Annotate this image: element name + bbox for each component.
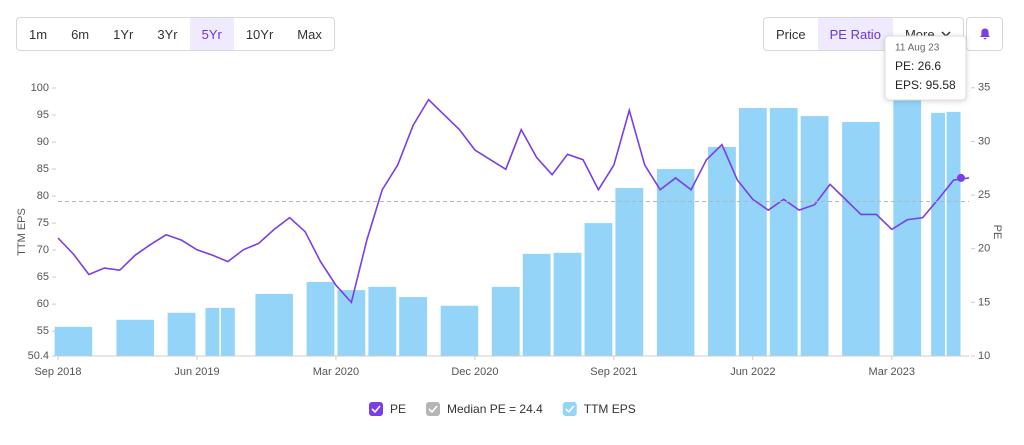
bar <box>220 307 235 356</box>
legend-check <box>565 405 575 414</box>
bar <box>800 116 829 356</box>
y-tick-label: 50.4 <box>28 350 49 362</box>
y-tick-label: 70 <box>37 244 49 256</box>
legend-checkbox <box>369 402 383 416</box>
y-tick-label: 65 <box>37 271 49 283</box>
range-button[interactable]: 1m <box>29 26 48 42</box>
bar <box>116 319 154 356</box>
x-tick-label: Sep 2018 <box>34 366 81 378</box>
bar <box>522 253 551 356</box>
bar <box>368 286 397 356</box>
hover-point <box>957 173 965 182</box>
view-button[interactable]: PE Ratio <box>817 18 893 50</box>
bar <box>399 297 428 356</box>
y-tick-label: 100 <box>31 82 49 94</box>
x-tick-label: Jun 2022 <box>730 366 775 378</box>
y-axis-title: TTM EPS <box>16 208 28 256</box>
tooltip: 11 Aug 23 PE: 26.6 EPS: 95.58 <box>884 35 967 101</box>
y2-tick-label: 10 <box>978 350 990 362</box>
range-button[interactable]: Max <box>297 26 322 42</box>
y-tick-label: 80 <box>37 190 49 202</box>
bar <box>167 312 196 356</box>
y2-tick-label: 20 <box>978 243 990 255</box>
x-tick-label: Mar 2020 <box>313 366 359 378</box>
y-tick-label: 60 <box>37 298 49 310</box>
x-tick-label: Mar 2023 <box>869 366 915 378</box>
legend-item[interactable]: PE <box>369 402 406 416</box>
legend-item[interactable]: Median PE = 24.4 <box>426 402 543 416</box>
bar <box>931 112 946 356</box>
legend-label: TTM EPS <box>584 402 636 416</box>
y-tick-label: 90 <box>37 136 49 148</box>
range-button[interactable]: 10Yr <box>245 26 274 42</box>
range-button[interactable]: 5Yr <box>189 18 234 50</box>
bar <box>769 108 798 356</box>
bar <box>205 307 220 356</box>
legend-checkbox <box>426 402 441 416</box>
view-button[interactable]: Price <box>776 26 806 42</box>
bar <box>615 187 644 356</box>
bar <box>491 286 520 356</box>
y2-axis-title: PE <box>991 225 1003 240</box>
legend-checkbox <box>562 402 577 416</box>
legend-check <box>428 405 438 414</box>
y2-tick-label: 15 <box>978 296 990 308</box>
bar <box>842 122 880 356</box>
bar <box>553 252 582 356</box>
bar <box>54 326 93 356</box>
bar <box>440 305 479 356</box>
y2-tick-label: 30 <box>978 135 990 147</box>
legend-item[interactable]: TTM EPS <box>562 402 636 416</box>
range-button[interactable]: 1Yr <box>113 26 134 42</box>
tooltip-line: PE: 26.6 <box>895 59 941 73</box>
bar <box>255 293 293 356</box>
line <box>57 98 970 305</box>
bar <box>708 146 736 356</box>
range-button[interactable]: 6m <box>71 26 90 42</box>
bar <box>306 281 335 356</box>
alert-button[interactable] <box>966 17 1003 51</box>
y-tick-label: 75 <box>37 217 49 229</box>
x-tick-label: Sep 2021 <box>590 366 637 378</box>
tooltip-line: EPS: 95.58 <box>895 78 956 92</box>
range-selector: 1m 6m 1Yr 3Yr 5Yr 10Yr Max <box>16 17 335 51</box>
legend-check <box>371 405 381 414</box>
bar <box>738 108 767 356</box>
x-tick-label: Jun 2019 <box>174 366 219 378</box>
x-tick-label: Dec 2020 <box>451 366 498 378</box>
bell-icon <box>979 28 990 40</box>
bar <box>946 111 961 357</box>
y2-tick-label: 35 <box>978 82 990 94</box>
tooltip-box <box>884 35 967 101</box>
y-tick-label: 95 <box>37 109 49 121</box>
legend-label: Median PE = 24.4 <box>447 402 543 416</box>
range-button[interactable]: 3Yr <box>157 26 178 42</box>
bar <box>656 169 695 356</box>
legend-label: PE <box>390 402 406 416</box>
bar <box>584 223 613 356</box>
y-tick-label: 55 <box>37 325 49 337</box>
y-tick-label: 85 <box>37 163 49 175</box>
tooltip-date: 11 Aug 23 <box>895 43 940 54</box>
y2-tick-label: 25 <box>978 189 990 201</box>
